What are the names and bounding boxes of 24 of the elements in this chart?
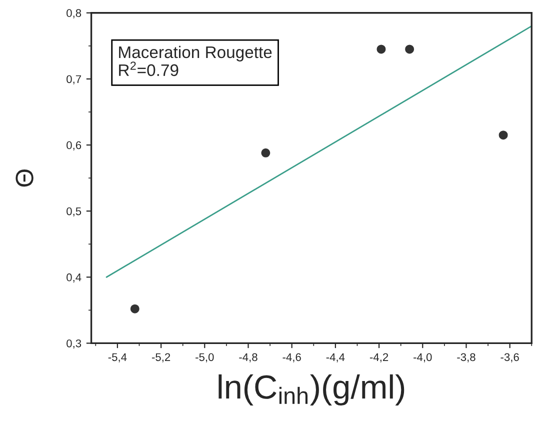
- y-tick-label: 0,3: [66, 339, 82, 349]
- x-tick-label: -3,6: [500, 353, 519, 362]
- x-tick-label: -4,0: [414, 353, 432, 362]
- x-tick-label: -4,8: [239, 353, 258, 362]
- point: [376, 44, 386, 54]
- x-tick-label: -4,2: [370, 353, 388, 362]
- y-tick-label: 0,7: [66, 75, 82, 84]
- point: [405, 44, 414, 54]
- y-axis-title: Θ: [16, 170, 34, 187]
- x-axis-title: ln(C$_{inh}$)(g/ml): [218, 374, 404, 406]
- x-tick-label: -3,8: [457, 353, 476, 362]
- y-tick-label: 0,6: [66, 141, 82, 150]
- x-tick-label: -4,6: [282, 353, 301, 362]
- annotation: Maceration Rougette R$^{2}$=0.79: [119, 46, 272, 76]
- y-tick-label: 0,4: [66, 273, 82, 283]
- point: [261, 148, 270, 158]
- x-tick-label: -5,4: [108, 353, 127, 362]
- point: [130, 304, 140, 314]
- x-tick-label: -4,4: [326, 353, 345, 362]
- y-tick-label: 0,5: [66, 207, 82, 217]
- x-tick-label: -5,0: [196, 353, 214, 362]
- point: [498, 130, 508, 140]
- y-tick-label: 0,8: [66, 9, 82, 18]
- x-tick-label: -5,2: [152, 353, 170, 362]
